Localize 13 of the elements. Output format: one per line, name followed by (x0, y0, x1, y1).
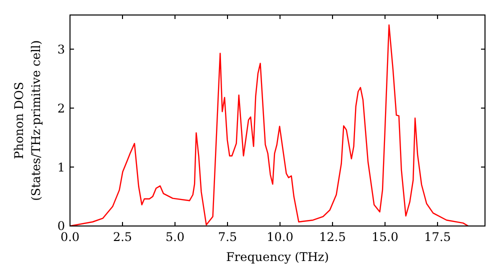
x-tick-label: 12.5 (319, 230, 346, 244)
y-axis-title: Phonon DOS (States/THz·primitive cell) (12, 40, 43, 201)
x-tick-label: 5.0 (165, 230, 185, 244)
y-tick-label: 2 (57, 101, 65, 116)
x-tick-label: 2.5 (112, 230, 132, 244)
y-tick-label: 1 (57, 160, 65, 174)
x-tick-label: 10.0 (266, 230, 294, 244)
x-tick-label: 7.5 (218, 230, 238, 244)
x-axis-title: Frequency (THz) (226, 250, 329, 264)
line-series (70, 24, 469, 226)
x-tick-label: 15.0 (372, 230, 398, 244)
y-tick-label: 3 (57, 42, 65, 56)
x-tick-label: 17.5 (424, 230, 451, 244)
